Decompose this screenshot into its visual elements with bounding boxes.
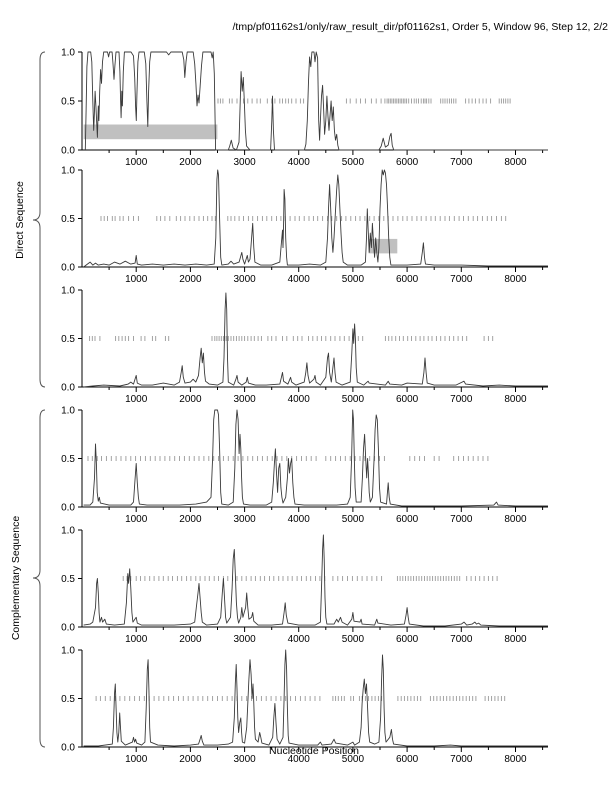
x-tick-label: 1000 bbox=[125, 394, 148, 405]
probability-trace bbox=[83, 649, 548, 747]
x-tick-label: 1000 bbox=[125, 274, 148, 285]
y-tick-label: 0.5 bbox=[61, 694, 75, 705]
y-tick-label: 1.0 bbox=[61, 406, 75, 417]
x-tick-label: 8000 bbox=[504, 274, 527, 285]
x-tick-label: 7000 bbox=[450, 514, 473, 525]
complementary-sequence-brace bbox=[32, 409, 46, 748]
x-axis-label: Nucleotide Position bbox=[269, 745, 359, 757]
probability-trace bbox=[83, 292, 548, 388]
x-tick-label: 8000 bbox=[504, 157, 527, 168]
x-tick-label: 8000 bbox=[504, 514, 527, 525]
panel-axis bbox=[81, 170, 548, 268]
x-tick-label: 1000 bbox=[125, 754, 148, 765]
x-tick-label: 6000 bbox=[396, 394, 419, 405]
x-tick-label: 6000 bbox=[396, 754, 419, 765]
gene-region bbox=[83, 124, 218, 140]
complementary-sequence-label: Complementary Sequence bbox=[10, 515, 22, 641]
y-tick-label: 1.0 bbox=[61, 646, 75, 657]
y-tick-label: 0.0 bbox=[61, 743, 75, 754]
x-tick-label: 5000 bbox=[342, 394, 365, 405]
x-tick-label: 4000 bbox=[288, 157, 311, 168]
probability-trace bbox=[84, 51, 548, 151]
y-tick-label: 0.5 bbox=[61, 97, 75, 108]
x-tick-label: 5000 bbox=[342, 634, 365, 645]
direct-sequence-brace bbox=[32, 51, 46, 388]
x-tick-label: 5000 bbox=[342, 514, 365, 525]
x-tick-label: 4000 bbox=[288, 394, 311, 405]
x-tick-label: 8000 bbox=[504, 634, 527, 645]
y-tick-label: 0.0 bbox=[61, 263, 75, 274]
plot-title: /tmp/pf01162s1/only/raw_result_dir/pf011… bbox=[232, 21, 609, 33]
x-tick-label: 3000 bbox=[233, 394, 256, 405]
y-tick-label: 0.0 bbox=[61, 383, 75, 394]
x-tick-label: 7000 bbox=[450, 394, 473, 405]
x-tick-label: 5000 bbox=[342, 754, 365, 765]
x-tick-label: 2000 bbox=[179, 394, 202, 405]
x-tick-label: 3000 bbox=[233, 514, 256, 525]
y-tick-label: 0.5 bbox=[61, 454, 75, 465]
x-tick-label: 5000 bbox=[342, 274, 365, 285]
y-tick-label: 1.0 bbox=[61, 48, 75, 59]
x-tick-label: 4000 bbox=[288, 274, 311, 285]
x-tick-label: 5000 bbox=[342, 157, 365, 168]
x-tick-label: 2000 bbox=[179, 274, 202, 285]
y-tick-label: 0.5 bbox=[61, 334, 75, 345]
x-tick-label: 4000 bbox=[288, 754, 311, 765]
x-tick-label: 7000 bbox=[450, 754, 473, 765]
x-tick-label: 7000 bbox=[450, 274, 473, 285]
x-tick-label: 7000 bbox=[450, 157, 473, 168]
y-tick-label: 0.0 bbox=[61, 623, 75, 634]
x-tick-label: 6000 bbox=[396, 157, 419, 168]
x-tick-label: 1000 bbox=[125, 157, 148, 168]
x-tick-label: 1000 bbox=[125, 634, 148, 645]
y-tick-label: 0.5 bbox=[61, 574, 75, 585]
x-tick-label: 3000 bbox=[233, 634, 256, 645]
x-tick-label: 6000 bbox=[396, 274, 419, 285]
x-tick-label: 2000 bbox=[179, 157, 202, 168]
x-tick-label: 7000 bbox=[450, 634, 473, 645]
y-tick-label: 1.0 bbox=[61, 166, 75, 177]
panel-axis bbox=[81, 530, 548, 628]
y-tick-label: 1.0 bbox=[61, 526, 75, 537]
direct-sequence-label: Direct Sequence bbox=[14, 181, 26, 259]
x-tick-label: 2000 bbox=[179, 754, 202, 765]
x-tick-label: 3000 bbox=[233, 157, 256, 168]
x-tick-label: 8000 bbox=[504, 754, 527, 765]
y-tick-label: 0.5 bbox=[61, 214, 75, 225]
x-tick-label: 6000 bbox=[396, 514, 419, 525]
probability-trace bbox=[83, 169, 548, 268]
probability-trace bbox=[83, 409, 548, 507]
panel-axis bbox=[81, 290, 548, 388]
x-tick-label: 2000 bbox=[179, 634, 202, 645]
gene-region bbox=[368, 238, 398, 254]
x-tick-label: 3000 bbox=[233, 754, 256, 765]
x-tick-label: 6000 bbox=[396, 634, 419, 645]
x-tick-label: 4000 bbox=[288, 634, 311, 645]
x-tick-label: 1000 bbox=[125, 514, 148, 525]
x-tick-label: 8000 bbox=[504, 394, 527, 405]
probability-trace bbox=[83, 534, 548, 627]
y-tick-label: 1.0 bbox=[61, 286, 75, 297]
y-tick-label: 0.0 bbox=[61, 146, 75, 157]
y-tick-label: 0.0 bbox=[61, 503, 75, 514]
x-tick-label: 4000 bbox=[288, 514, 311, 525]
x-tick-label: 3000 bbox=[233, 274, 256, 285]
x-tick-label: 2000 bbox=[179, 514, 202, 525]
